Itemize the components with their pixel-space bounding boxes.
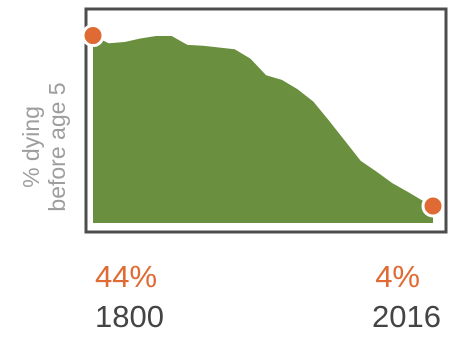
end-year-label: 2016 xyxy=(372,299,441,334)
start-point-marker xyxy=(81,24,105,48)
end-point-marker xyxy=(421,194,445,218)
start-year-label: 1800 xyxy=(95,299,164,334)
end-value-label: 4% xyxy=(375,259,420,294)
area-series xyxy=(93,35,433,223)
start-value-label: 44% xyxy=(95,259,157,294)
plot-frame xyxy=(84,7,448,234)
y-axis-label-line-1: % dying xyxy=(18,106,44,188)
y-axis-label-line-2: before age 5 xyxy=(44,82,70,211)
